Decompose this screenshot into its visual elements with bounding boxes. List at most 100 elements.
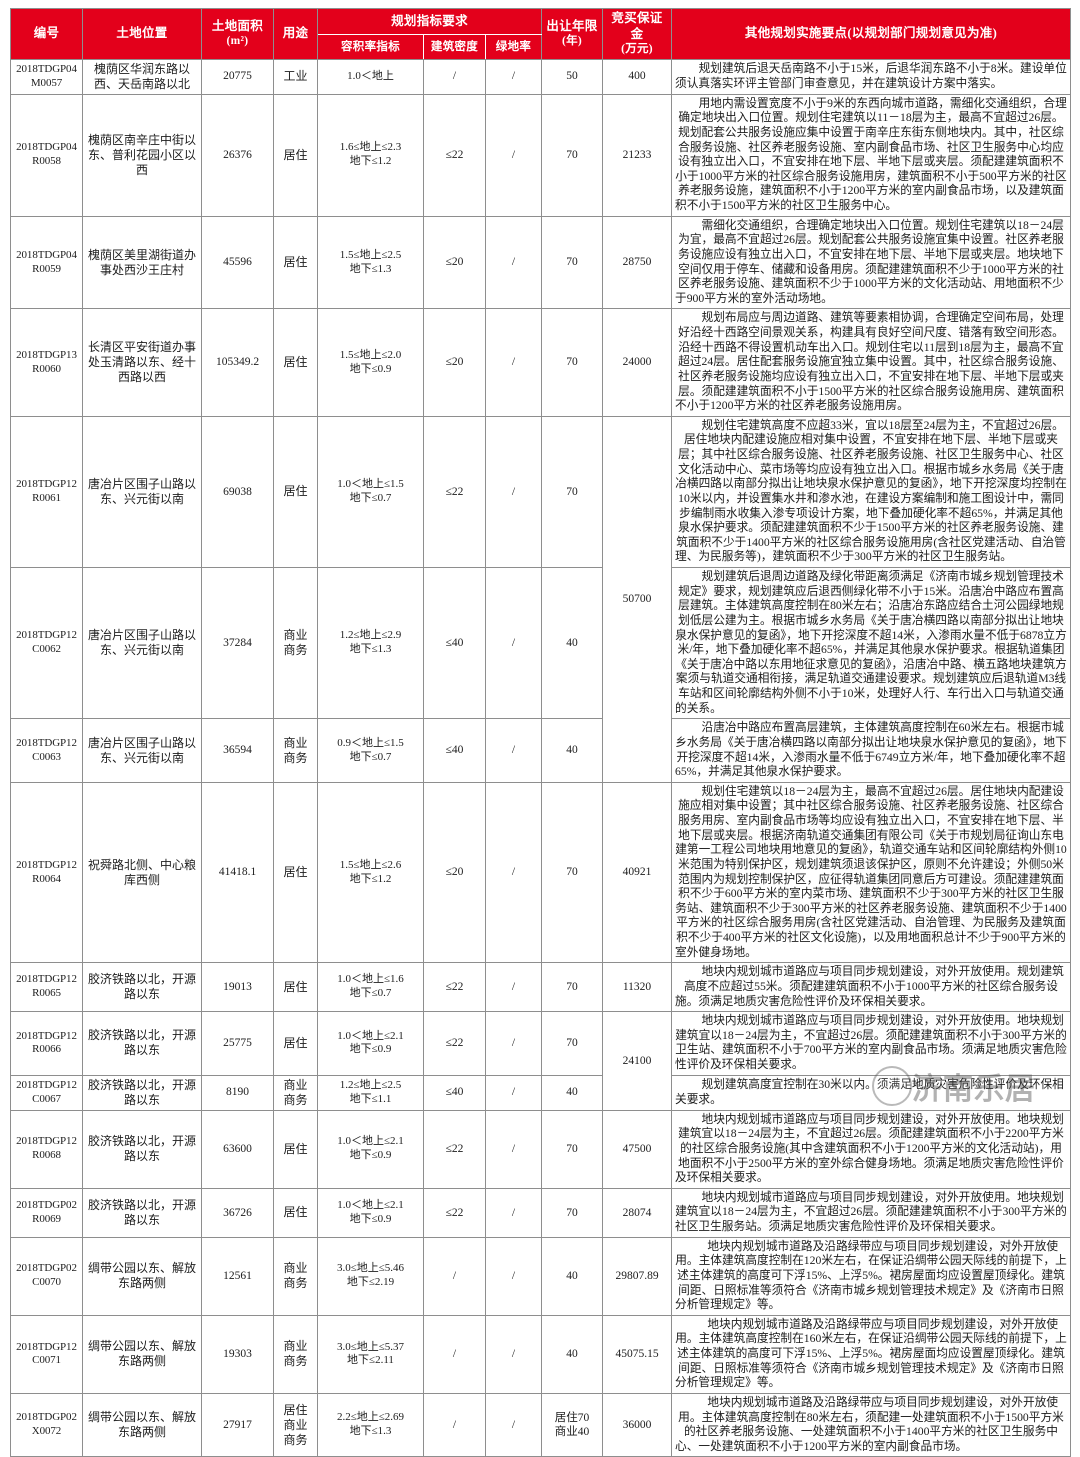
cell-far: 3.0≤地上≤5.46 地下≤2.19 (317, 1236, 424, 1316)
table-row: 2018TDGP12R0066 胶济铁路以北，开源路以东 25775 居住 1.0＜地上… (10, 1011, 1071, 1111)
cell-density: ≤22 (423, 415, 486, 569)
cell-density: ≤20 (423, 215, 486, 310)
cell-far: 1.6≤地上≤2.3 地下≤1.2 (317, 93, 424, 217)
cell-years: 70 (541, 308, 603, 417)
cell-density: ≤22 (423, 1187, 486, 1238)
cell-use: 居住 (273, 781, 318, 964)
cell-density: ≤40 (423, 718, 486, 783)
cell-area: 19303 (201, 1314, 274, 1394)
cell-use: 商业 商务 (273, 566, 318, 720)
cell-deposit: 50700 (602, 415, 672, 783)
table-head: 编号 土地位置 土地面积 (m²) 用途 规划指标要求 出让年限 (年) 竞买保… (10, 7, 1071, 60)
cell-use: 居住 商业 商务 (273, 1392, 318, 1457)
cell-area: 12561 (201, 1236, 274, 1316)
cell-notes: 地块内规划城市道路及沿路绿带应与项目同步规划建设，对外开放使用。主体建筑高度控制… (671, 1314, 1071, 1394)
cell-density: ≤40 (423, 1074, 486, 1111)
cell-notes: 地块内规划城市道路应与项目同步规划建设，对外开放使用。规划建筑高度不应超过55米… (671, 962, 1071, 1013)
cell-green-rate: / (485, 215, 542, 310)
cell-green-rate: / (485, 308, 542, 417)
col-header-years: 出让年限 (年) (541, 8, 603, 60)
cell-location: 祝舜路北侧、中心粮库西侧 (82, 781, 202, 964)
cell-use: 商业 商务 (273, 1074, 318, 1111)
cell-area: 105349.2 (201, 308, 274, 417)
cell-use: 居住 (273, 962, 318, 1013)
cell-deposit: 24100 (602, 1011, 672, 1111)
cell-use: 工业 (273, 58, 318, 95)
cell-green-rate: / (485, 1074, 542, 1111)
cell-location: 槐荫区南辛庄中街以东、普利花园小区以西 (82, 93, 202, 217)
document-sheet: 编号 土地位置 土地面积 (m²) 用途 规划指标要求 出让年限 (年) 竞买保… (10, 7, 1071, 1457)
cell-area: 37284 (201, 566, 274, 720)
col-header-area-unit: (m²) (226, 35, 249, 48)
cell-years: 40 (541, 566, 603, 720)
cell-code: 2018TDGP12R0064 (10, 781, 83, 964)
table-row: 2018TDGP04R0058 槐荫区南辛庄中街以东、普利花园小区以西 26376 居… (10, 93, 1071, 217)
cell-notes: 地块内规划城市道路应与项目同步规划建设，对外开放使用。地块规划建筑宜以18－24… (671, 1109, 1071, 1189)
cell-density: ≤22 (423, 93, 486, 217)
cell-code: 2018TDGP02X0072 (10, 1392, 83, 1457)
col-header-density: 建筑密度 (423, 34, 486, 60)
cell-deposit: 28750 (602, 215, 672, 310)
cell-code: 2018TDGP02C0070 (10, 1236, 83, 1316)
cell-location: 胶济铁路以北，开源路以东 (82, 1011, 202, 1076)
col-header-notes: 其他规划实施要点(以规划部门规划意见为准) (671, 8, 1071, 60)
cell-far: 1.0＜地上≤2.1 地下≤0.9 (317, 1187, 424, 1238)
cell-notes: 地块内规划城市道路应与项目同步规划建设，对外开放使用。地块规划建筑宜以18－24… (671, 1011, 1071, 1076)
cell-code: 2018TDGP13R0060 (10, 308, 83, 417)
cell-notes: 地块内规划城市道路及沿路绿带应与项目同步规划建设，对外开放使用。主体建筑高度控制… (671, 1236, 1071, 1316)
col-header-green-rate: 绿地率 (485, 34, 542, 60)
table-row: 2018TDGP12R0061 唐冶片区围子山路以东、兴元街以南 69038 居住 1.… (10, 415, 1071, 783)
cell-notes: 用地内需设置宽度不小于9米的东西向城市道路，需细化交通组织，合理确定地块出入口位… (671, 93, 1071, 217)
header-row-2: 容积率指标 建筑密度 绿地率 (11, 34, 1071, 60)
cell-location: 唐冶片区围子山路以东、兴元街以南 (82, 415, 202, 569)
cell-density: / (423, 58, 486, 95)
cell-use: 商业 商务 (273, 1314, 318, 1394)
cell-code: 2018TDGP12R0068 (10, 1109, 83, 1189)
table-row: 2018TDGP12C0067 胶济铁路以北，开源路以东 8190 商业 商务 1.2≤地… (10, 1074, 1071, 1111)
cell-notes: 地块内规划城市道路应与项目同步规划建设，对外开放使用。地块规划建筑宜以18－24… (671, 1187, 1071, 1238)
table-row: 2018TDGP12R0064 祝舜路北侧、中心粮库西侧 41418.1 居住 1.5≤… (10, 781, 1071, 964)
cell-location: 绸带公园以东、解放东路两侧 (82, 1236, 202, 1316)
cell-use: 居住 (273, 308, 318, 417)
table-row: 2018TDGP04M0057 槐荫区华润东路以西、天岳南路以北 20775 工业 1.… (10, 58, 1071, 95)
cell-far: 1.5≤地上≤2.6 地下≤1.2 (317, 781, 424, 964)
col-header-deposit: 竞买保证金 (万元) (602, 8, 672, 60)
land-parcel-table: 编号 土地位置 土地面积 (m²) 用途 规划指标要求 出让年限 (年) 竞买保… (10, 7, 1071, 1457)
cell-location: 槐荫区华润东路以西、天岳南路以北 (82, 58, 202, 95)
cell-use: 居住 (273, 1011, 318, 1076)
cell-use: 商业 商务 (273, 1236, 318, 1316)
cell-use: 居住 (273, 415, 318, 569)
cell-years: 70 (541, 781, 603, 964)
cell-years: 70 (541, 1187, 603, 1238)
cell-years: 40 (541, 1074, 603, 1111)
cell-green-rate: / (485, 415, 542, 569)
cell-years: 70 (541, 93, 603, 217)
col-header-code: 编号 (10, 8, 83, 60)
col-header-years-label: 出让年限 (546, 18, 598, 33)
cell-deposit: 400 (602, 58, 672, 95)
cell-location: 胶济铁路以北，开源路以东 (82, 962, 202, 1013)
cell-deposit: 21233 (602, 93, 672, 217)
cell-years: 70 (541, 962, 603, 1013)
cell-far: 1.2≤地上≤2.9 地下≤1.3 (317, 566, 424, 720)
table-row: 2018TDGP02C0070 绸带公园以东、解放东路两侧 12561 商业 商务 3.0… (10, 1236, 1071, 1316)
cell-density: ≤40 (423, 566, 486, 720)
cell-code: 2018TDGP12C0067 (10, 1074, 83, 1111)
cell-area: 41418.1 (201, 781, 274, 964)
cell-deposit: 11320 (602, 962, 672, 1013)
cell-far: 1.2≤地上≤2.5 地下≤1.1 (317, 1074, 424, 1111)
col-header-location: 土地位置 (82, 8, 202, 60)
cell-code: 2018TDGP12C0062 (10, 566, 83, 720)
cell-green-rate: / (485, 1314, 542, 1394)
cell-green-rate: / (485, 1187, 542, 1238)
col-header-planning-group: 规划指标要求 (317, 7, 542, 36)
cell-green-rate: / (485, 1011, 542, 1076)
cell-green-rate: / (485, 1109, 542, 1189)
cell-area: 69038 (201, 415, 274, 569)
cell-code: 2018TDGP04R0058 (10, 93, 83, 217)
cell-green-rate: / (485, 58, 542, 95)
cell-green-rate: / (485, 1236, 542, 1316)
cell-green-rate: / (485, 718, 542, 783)
cell-code: 2018TDGP02R0069 (10, 1187, 83, 1238)
cell-years: 70 (541, 415, 603, 569)
